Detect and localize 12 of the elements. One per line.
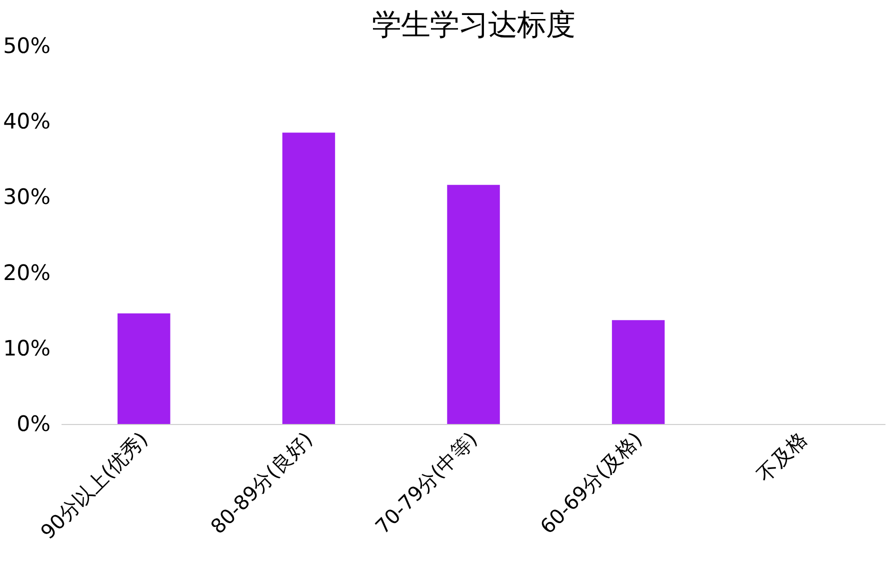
bar	[447, 184, 500, 424]
y-tick-label: 20%	[3, 260, 50, 286]
x-tick-label: 不及格	[752, 427, 812, 486]
bar	[282, 132, 336, 424]
y-tick-label: 0%	[16, 412, 51, 437]
y-tick-label: 40%	[3, 110, 50, 135]
bar	[118, 313, 170, 424]
chart-title: 学生学习达标度	[372, 8, 575, 42]
bar	[612, 320, 665, 424]
y-tick-label: 50%	[3, 34, 50, 59]
y-tick-label: 10%	[3, 336, 50, 362]
y-tick-label: 30%	[3, 185, 50, 210]
